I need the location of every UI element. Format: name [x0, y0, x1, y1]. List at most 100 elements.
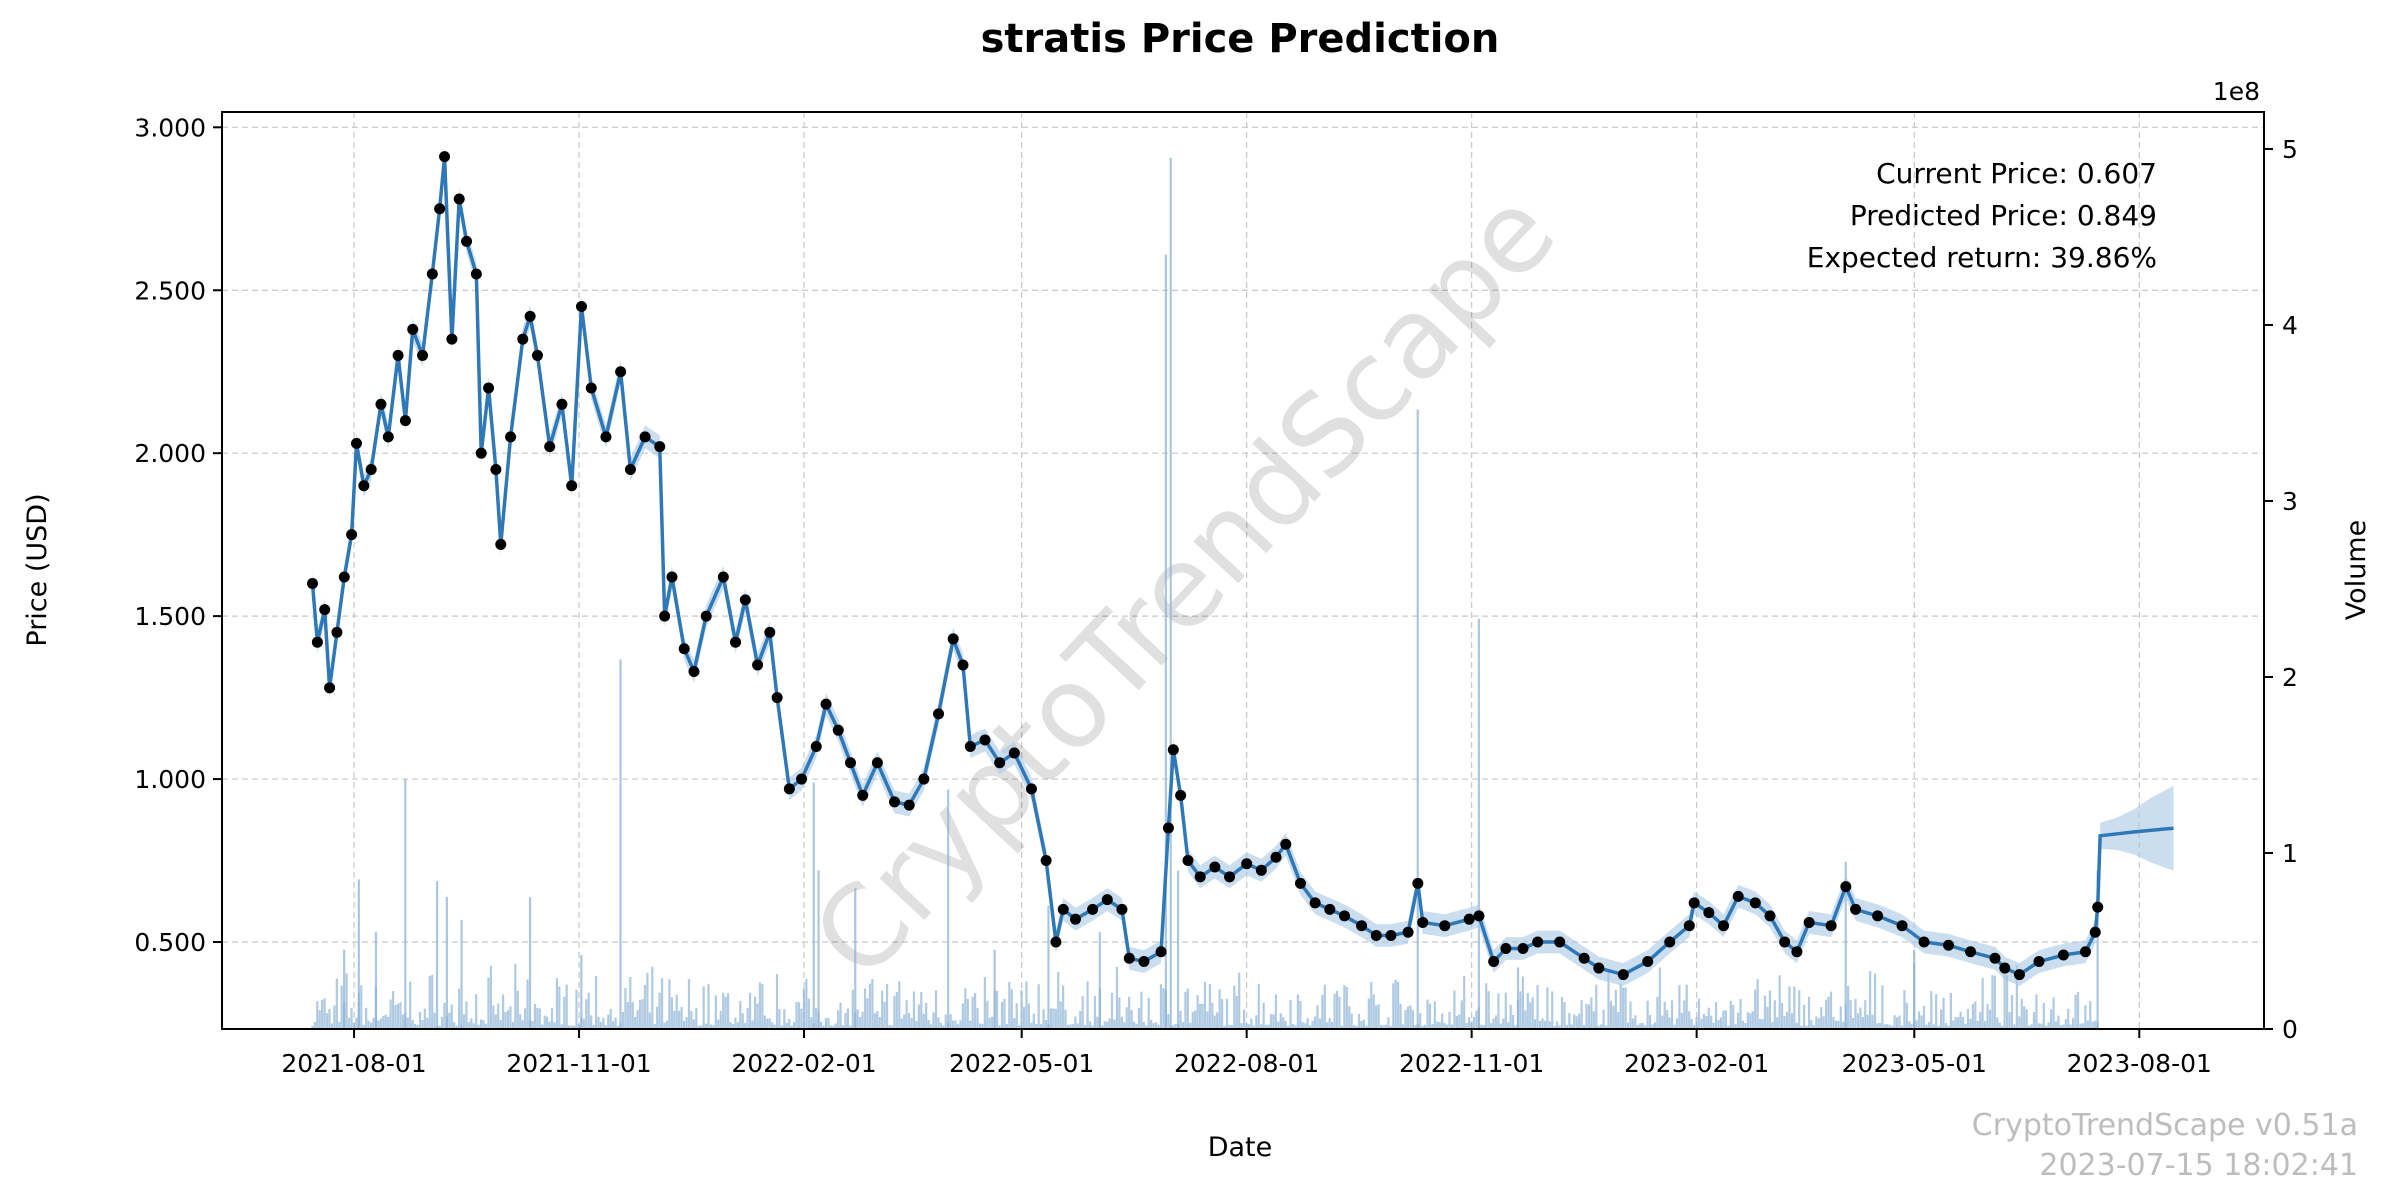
- volume-bar: [1309, 1025, 1312, 1029]
- volume-bar: [2018, 1016, 2021, 1029]
- price-point: [1087, 903, 1099, 915]
- price-point: [490, 463, 502, 475]
- volume-bar: [1228, 1024, 1231, 1029]
- volume-bar: [861, 1011, 864, 1029]
- volume-bar: [316, 1001, 319, 1029]
- volume-bar: [1563, 1002, 1566, 1029]
- volume-bar: [841, 1025, 845, 1029]
- volume-bar: [1409, 1005, 1412, 1029]
- volume-bar: [1013, 1017, 1016, 1029]
- volume-bar: [1578, 1013, 1581, 1029]
- volume-bar: [682, 1021, 686, 1029]
- volume-bar: [1529, 1002, 1532, 1029]
- volume-bar: [1401, 1024, 1405, 1029]
- volume-bar: [1062, 985, 1065, 1029]
- volume-bar: [521, 1020, 524, 1029]
- volume-bar: [1920, 1015, 1923, 1029]
- volume-bar: [966, 998, 969, 1029]
- volume-bar: [1651, 1024, 1654, 1029]
- volume-bar: [949, 1014, 952, 1029]
- volume-bar: [1458, 1014, 1461, 1029]
- volume-bar: [577, 1024, 581, 1029]
- price-point: [1069, 913, 1081, 925]
- footer-timestamp: 2023-07-15 18:02:41: [2039, 1148, 2358, 1183]
- volume-bar: [1348, 1006, 1351, 1029]
- volume-bar: [1223, 1025, 1226, 1029]
- y2-axis-label: Volume: [2341, 520, 2372, 620]
- volume-bar: [401, 1014, 404, 1029]
- y2-offset-label: 1e8: [2213, 77, 2260, 106]
- volume-bar: [1910, 1023, 1913, 1029]
- volume-bar: [553, 1022, 556, 1029]
- volume-bar: [1350, 1013, 1353, 1029]
- volume-bar: [712, 1025, 715, 1029]
- price-point: [1270, 851, 1282, 863]
- volume-bar: [311, 1025, 314, 1029]
- volume-bar: [1335, 990, 1339, 1029]
- volume-bar: [1893, 1015, 1896, 1029]
- volume-bar: [604, 1024, 607, 1029]
- volume-bar: [1763, 995, 1767, 1029]
- price-point: [964, 740, 976, 752]
- volume-bar: [1098, 932, 1101, 1029]
- volume-bar: [788, 1018, 791, 1029]
- volume-bar: [1154, 1022, 1158, 1029]
- volume-bar: [1932, 1024, 1935, 1029]
- confidence-band: [312, 145, 2174, 986]
- volume-bar: [1196, 995, 1199, 1029]
- volume-bar: [1903, 990, 1906, 1029]
- volume-bar: [1157, 1024, 1160, 1029]
- volume-bar: [1176, 870, 1180, 1029]
- volume-bar: [487, 977, 490, 1029]
- volume-bar: [2035, 994, 2038, 1029]
- y-tick-label: 1.500: [134, 602, 206, 631]
- volume-bar: [1147, 997, 1150, 1029]
- volume-bar: [1690, 1018, 1693, 1029]
- volume-bar: [1524, 1010, 1527, 1029]
- volume-bar: [1206, 1011, 1209, 1029]
- price-point: [688, 666, 700, 678]
- volume-bar: [1734, 1024, 1737, 1029]
- volume-bar: [506, 1010, 510, 1029]
- volume-bar: [802, 988, 806, 1029]
- volume-bar: [1186, 988, 1189, 1029]
- volume-bar: [1318, 1018, 1322, 1029]
- volume-bar: [1289, 999, 1292, 1029]
- x-tick-label: 2022-05-01: [949, 1049, 1094, 1078]
- volume-bar: [871, 979, 874, 1029]
- volume-bar: [656, 1006, 659, 1029]
- volume-bar: [1245, 1023, 1248, 1029]
- volume-bar: [1218, 989, 1221, 1029]
- volume-bar: [1807, 996, 1811, 1029]
- volume-bar: [1475, 1010, 1478, 1029]
- volume-bar: [634, 1016, 637, 1029]
- price-point: [857, 789, 869, 801]
- price-point: [810, 740, 822, 752]
- volume-bar: [2081, 1023, 2085, 1029]
- volume-bar: [580, 955, 583, 1029]
- volume-bar: [465, 1001, 468, 1029]
- price-point: [2092, 901, 2104, 913]
- volume-bar: [956, 1024, 960, 1029]
- volume-bar: [1776, 1017, 1779, 1029]
- volume-bar: [704, 1023, 708, 1029]
- volume-bar: [1859, 1007, 1862, 1029]
- volume-bar: [570, 1025, 573, 1029]
- volume-bar: [1837, 1020, 1840, 1029]
- volume-bar: [719, 1010, 722, 1029]
- volume-bar: [690, 1011, 693, 1029]
- volume-bar: [1022, 1006, 1026, 1029]
- volume-bar: [1739, 999, 1742, 1029]
- volume-bar: [1974, 1001, 1977, 1029]
- volume-bar: [822, 1025, 825, 1029]
- volume-bar: [1856, 1013, 1860, 1029]
- volume-bar: [2074, 994, 2077, 1029]
- volume-bar: [399, 1002, 402, 1029]
- price-point: [2079, 946, 2091, 958]
- y-axis-ticks: 0.500 1.000 1.500 2.000 2.500 3.000: [134, 113, 222, 957]
- price-point: [1138, 956, 1150, 968]
- price-point: [1040, 855, 1052, 867]
- volume-bar: [590, 1015, 593, 1029]
- volume-bar: [1944, 1023, 1948, 1029]
- price-point: [2033, 956, 2045, 968]
